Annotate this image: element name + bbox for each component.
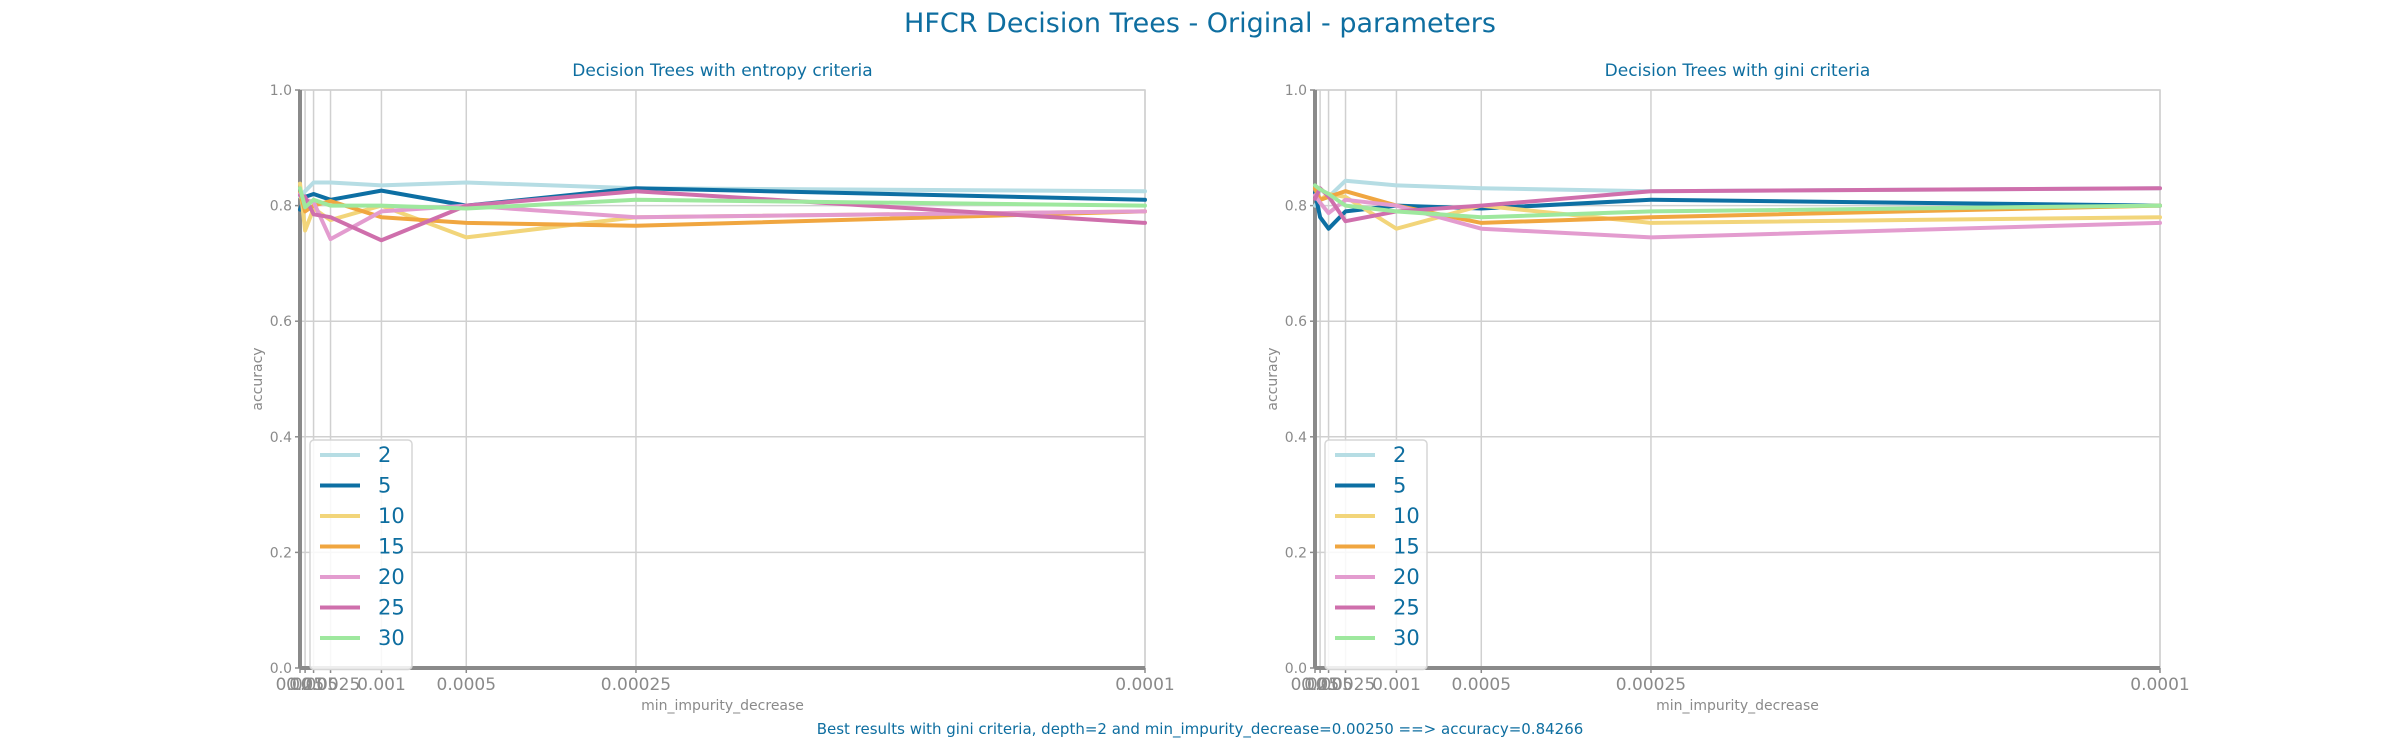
series-line-25: [298, 189, 1147, 243]
y-tick-label: 0.6: [1285, 314, 1307, 330]
x-tick-label: 0.0001: [1115, 675, 1174, 695]
plot-frame: [1314, 89, 2161, 669]
gini-chart-panel: 0.00.20.40.60.81.00.0250.010.0050.00250.…: [1265, 61, 2190, 714]
chart-title: Decision Trees with gini criteria: [1605, 61, 1871, 81]
y-tick-label: 0.4: [270, 430, 292, 446]
legend-label: 25: [378, 596, 405, 620]
best-result-summary: Best results with gini criteria, depth=2…: [816, 720, 1584, 738]
legend-label: 10: [378, 504, 405, 528]
legend-label: 15: [1393, 535, 1420, 559]
y-tick-label: 0.4: [1285, 430, 1307, 446]
legend-label: 2: [378, 443, 391, 467]
y-tick-label: 0.8: [270, 199, 292, 215]
x-tick-label: 0.025: [1291, 675, 1340, 695]
y-tick-label: 1.0: [270, 83, 292, 99]
x-axis-label: min_impurity_decrease: [641, 698, 804, 714]
plot-frame: [299, 89, 1146, 669]
x-tick-label: 0.01: [1301, 675, 1339, 695]
legend-label: 5: [378, 474, 391, 498]
y-axis-label: accuracy: [1265, 347, 1281, 410]
x-tick-label: 0.005: [289, 675, 338, 695]
x-tick-label: 0.0005: [437, 675, 496, 695]
series-line-15: [298, 190, 1147, 228]
legend-box: [309, 439, 413, 671]
chart-title: Decision Trees with entropy criteria: [572, 61, 872, 81]
legend-label: 30: [1393, 626, 1420, 650]
series-line-10: [298, 181, 1147, 240]
y-tick-label: 1.0: [1285, 83, 1307, 99]
x-tick-label: 0.00025: [1616, 675, 1686, 695]
y-tick-label: 0.0: [270, 661, 292, 677]
legend-label: 20: [378, 565, 405, 589]
legend-label: 5: [1393, 474, 1406, 498]
entropy-chart-panel: 0.00.20.40.60.81.00.0250.010.0050.00250.…: [250, 61, 1175, 714]
series-line-2: [298, 180, 1147, 199]
series-line-20: [1313, 193, 2162, 240]
y-tick-label: 0.0: [1285, 661, 1307, 677]
y-tick-label: 0.8: [1285, 199, 1307, 215]
x-tick-label: 0.0001: [2130, 675, 2189, 695]
series-line-30: [298, 186, 1147, 211]
legend-label: 30: [378, 626, 405, 650]
series-line-30: [1313, 183, 2162, 220]
x-tick-label: 0.01: [286, 675, 324, 695]
x-tick-label: 0.001: [1372, 675, 1421, 695]
x-tick-label: 0.0025: [1316, 675, 1375, 695]
y-tick-label: 0.2: [1285, 545, 1307, 561]
x-tick-label: 0.025: [276, 675, 325, 695]
legend-label: 25: [1393, 596, 1420, 620]
y-tick-label: 0.2: [270, 545, 292, 561]
legend-label: 20: [1393, 565, 1420, 589]
legend-label: 2: [1393, 443, 1406, 467]
x-tick-label: 0.005: [1304, 675, 1353, 695]
x-tick-label: 0.00025: [601, 675, 671, 695]
x-axis-label: min_impurity_decrease: [1656, 698, 1819, 714]
y-tick-label: 0.6: [270, 314, 292, 330]
legend-label: 15: [378, 535, 405, 559]
figure-title: HFCR Decision Trees - Original - paramet…: [904, 8, 1496, 39]
x-tick-label: 0.0025: [301, 675, 360, 695]
series-line-15: [1313, 186, 2162, 225]
x-tick-label: 0.001: [357, 675, 406, 695]
legend-box: [1324, 439, 1428, 671]
legend-label: 10: [1393, 504, 1420, 528]
x-tick-label: 0.0005: [1452, 675, 1511, 695]
y-axis-label: accuracy: [250, 347, 266, 410]
